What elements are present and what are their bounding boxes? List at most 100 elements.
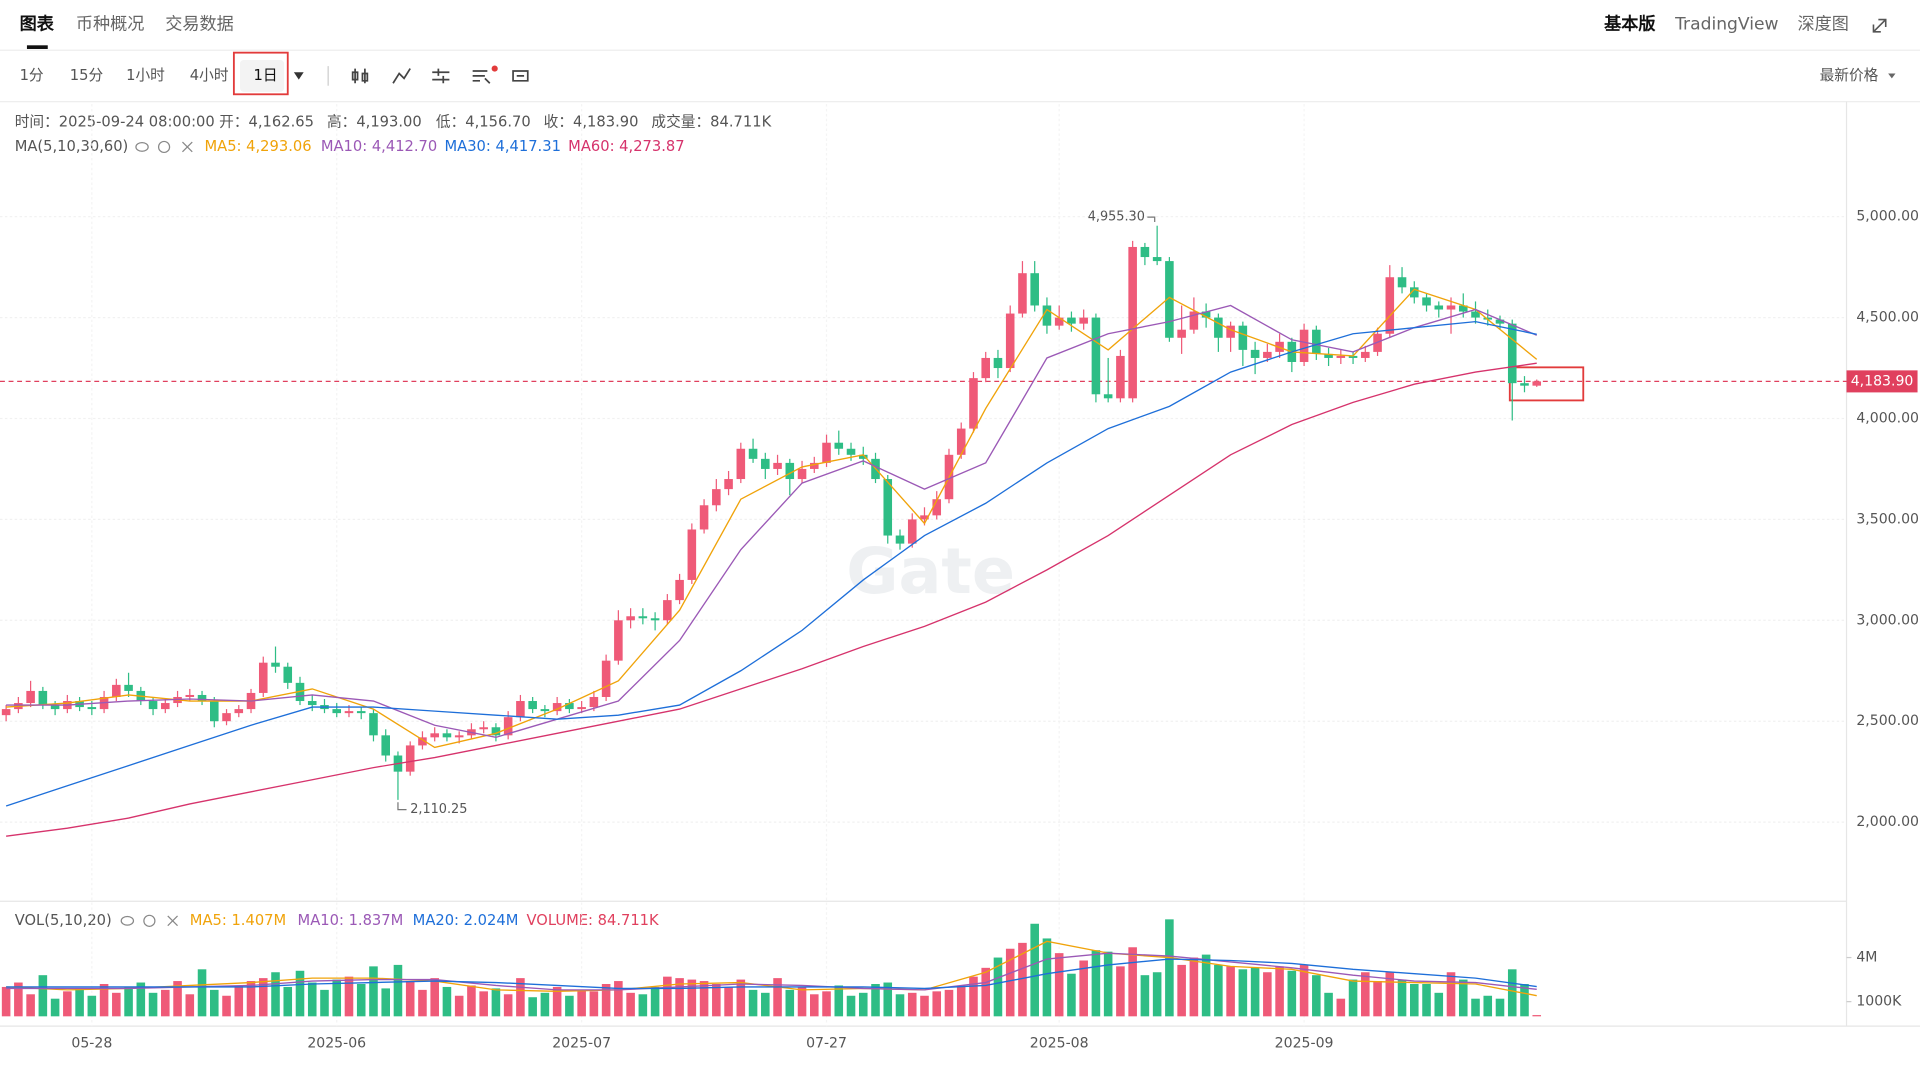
volume-bar [307,982,317,1017]
close-icon[interactable] [167,915,178,927]
close-icon[interactable] [182,141,193,153]
template-icon[interactable] [512,70,529,82]
tab[interactable]: 币种概况 [76,14,145,34]
candle-body [650,618,660,621]
volume-bar [1348,979,1358,1017]
candle-body [454,735,464,738]
volume-bar [1312,975,1321,1017]
volume-bar [1,986,11,1017]
candle-body [1177,329,1186,338]
x-tick-label: 07-27 [806,1035,847,1051]
volume-bar [393,964,403,1017]
annotation: 4,955.30 [1088,210,1145,225]
candle-body [724,479,733,490]
candle-body [956,428,966,455]
volume-bar [246,981,256,1017]
x-tick-label: 2025-07 [552,1035,611,1051]
eye-icon[interactable] [135,142,149,152]
volume-bar [687,979,697,1017]
volume-bar [1507,969,1517,1017]
candle-body [1397,277,1407,288]
candle-body [1520,383,1529,386]
candle-body [1165,261,1174,338]
candle-body [1250,349,1260,358]
view-option[interactable]: 基本版 [1604,13,1656,34]
interval[interactable]: 1日 [253,67,277,84]
candle-body [1483,317,1493,320]
price-menu[interactable]: 最新价格 [1820,67,1879,84]
volume-bar [993,957,1003,1017]
legend-entry: MA10: 4,412.70 [321,138,437,155]
candle-body [1091,317,1101,395]
candle-body [222,713,231,722]
candle-body [430,733,439,738]
highlight-box [232,51,289,96]
settings-icon[interactable] [432,68,450,84]
y-tick-label: 3,000.00 [1856,612,1919,628]
volume-bar [1165,919,1174,1017]
volume-bar [1238,969,1248,1017]
candle-body [1140,246,1150,258]
volume-bar [761,992,770,1017]
volume-bar [99,984,109,1017]
candle-body [1116,355,1125,399]
indicator-title: MA(5,10,30,60) [15,138,129,155]
tab[interactable]: 交易数据 [165,14,234,34]
volume-bar [528,997,537,1017]
volume-bar [503,994,513,1017]
tab[interactable]: 图表 [20,13,55,34]
interval[interactable]: 1分 [20,67,44,84]
candle-body [1336,355,1346,358]
volume-bar [1128,947,1137,1017]
last-price-label: 4,183.90 [1851,373,1914,389]
candle-body [699,505,709,530]
watermark: Gate [846,535,1015,609]
volume-bar [148,992,158,1017]
volume-bar [430,978,439,1017]
view-option[interactable]: TradingView [1674,14,1778,34]
dropdown-arrow[interactable] [1888,73,1896,79]
volume-bar [1385,972,1395,1017]
candle-body [601,660,611,697]
highlight-box [1508,366,1585,402]
volume-bar [626,992,635,1017]
candle-body [503,717,513,736]
candle-body [185,694,195,697]
volume-bar [1226,966,1235,1017]
interval[interactable]: 1小时 [126,67,165,84]
interval[interactable]: 15分 [70,67,104,84]
volume-bar [442,986,452,1017]
candle-body [895,535,905,544]
fullscreen-icon[interactable] [1872,18,1887,33]
candle-body [846,448,856,455]
volume-bar [614,981,623,1017]
eye-icon[interactable] [120,915,135,926]
candle-body [307,701,317,706]
candle-body [626,616,635,621]
volume-bar [320,989,329,1017]
view-option[interactable]: 深度图 [1798,14,1849,34]
volume-bar [124,986,133,1017]
draw-icon[interactable] [472,70,491,84]
volume-bar [1116,966,1125,1017]
settings-icon[interactable] [157,140,171,154]
settings-icon[interactable] [143,914,156,927]
dropdown-arrow[interactable] [293,72,304,80]
ma-line [6,362,1537,837]
candle-body [1434,305,1444,310]
volume-bar [650,986,660,1017]
interval[interactable]: 4小时 [190,67,229,84]
x-tick-label: 2025-09 [1275,1035,1334,1051]
volume-bar [565,995,574,1017]
candle-body [1103,394,1113,399]
candle-body [271,662,280,667]
candle-icon[interactable] [351,68,369,84]
candle-body [810,462,819,469]
candle-body [883,479,893,536]
indicator-icon[interactable] [392,68,411,84]
volume-bar [418,989,427,1017]
volume-bar [1054,953,1064,1017]
ma-line [6,952,1537,991]
annotation-arrow [1147,216,1156,223]
candle-body [38,690,48,706]
